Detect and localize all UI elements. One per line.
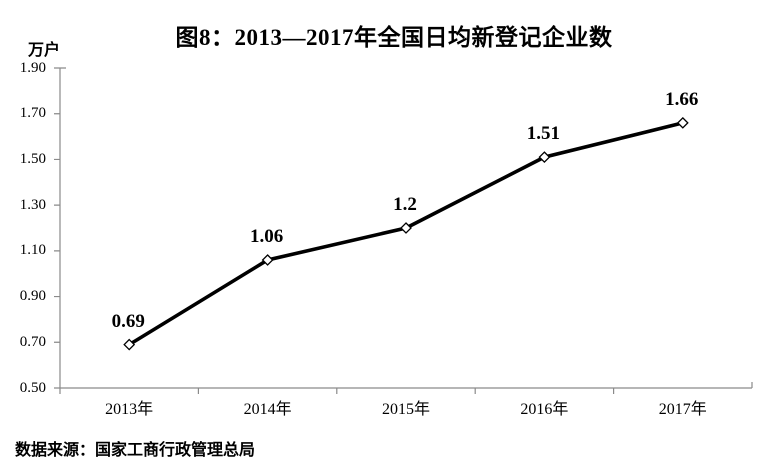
y-tick-label: 1.90 [19,59,46,76]
x-axis-label: 2016年 [520,401,569,418]
y-tick-label: 1.50 [19,150,46,167]
y-tick-label: 0.50 [19,379,46,396]
y-tick-label: 1.10 [19,242,46,259]
chart-title: 图8：2013—2017年全国日均新登记企业数 [175,25,613,50]
y-axis-unit-label: 万户 [28,42,61,59]
y-tick-label: 1.30 [19,196,46,213]
data-point-label: 0.69 [111,310,145,332]
data-point-marker [400,222,412,234]
axes [54,67,753,394]
data-source-note: 数据来源：国家工商行政管理总局 [15,442,256,459]
data-point-marker [538,151,551,164]
data-point-marker [123,338,136,351]
data-point-label: 1.66 [665,88,699,110]
y-tick-label: 0.90 [19,288,46,305]
x-axis-label: 2013年 [105,401,154,418]
data-point-label: 1.06 [249,226,284,247]
x-axis-label: 2015年 [381,401,430,418]
data-point-label: 1.51 [526,123,561,145]
x-axis-label: 2014年 [243,401,292,418]
data-point-label: 1.2 [393,194,417,215]
data-point-marker [676,116,689,129]
x-axis-label: 2017年 [658,401,707,418]
y-tick-label: 1.70 [19,105,46,122]
y-tick-label: 0.70 [19,333,46,350]
data-point-marker [261,254,274,266]
